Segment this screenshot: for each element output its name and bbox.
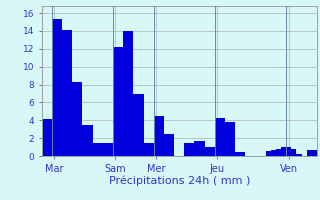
Bar: [52, 19, 57, 156]
Bar: [42, 118, 47, 156]
Bar: [230, 122, 235, 156]
Bar: [312, 150, 317, 156]
Bar: [72, 82, 77, 156]
Bar: [220, 118, 225, 156]
Bar: [87, 125, 92, 156]
Bar: [184, 143, 189, 156]
Bar: [92, 143, 98, 156]
Bar: [225, 122, 230, 156]
Bar: [139, 94, 144, 156]
Bar: [82, 125, 87, 156]
Bar: [62, 30, 67, 156]
Bar: [133, 94, 139, 156]
Bar: [159, 116, 164, 156]
Bar: [286, 147, 291, 156]
Bar: [98, 143, 103, 156]
Bar: [215, 118, 220, 156]
Bar: [164, 134, 169, 156]
Bar: [67, 30, 72, 156]
Bar: [118, 47, 123, 156]
Bar: [57, 19, 62, 156]
Bar: [271, 150, 276, 156]
Bar: [169, 134, 174, 156]
Bar: [108, 143, 113, 156]
Bar: [123, 31, 128, 156]
Bar: [148, 143, 154, 156]
Bar: [281, 147, 286, 156]
Bar: [47, 118, 52, 156]
Bar: [77, 82, 82, 156]
Bar: [113, 47, 118, 156]
Bar: [266, 151, 271, 156]
Bar: [235, 152, 240, 156]
Bar: [240, 152, 245, 156]
Bar: [128, 31, 133, 156]
Bar: [291, 149, 296, 156]
X-axis label: Précipitations 24h ( mm ): Précipitations 24h ( mm ): [108, 175, 250, 186]
Bar: [195, 141, 200, 156]
Bar: [307, 150, 312, 156]
Bar: [276, 149, 281, 156]
Bar: [210, 147, 215, 156]
Bar: [154, 116, 159, 156]
Bar: [189, 143, 195, 156]
Bar: [103, 143, 108, 156]
Bar: [296, 154, 301, 156]
Bar: [205, 147, 210, 156]
Bar: [144, 143, 148, 156]
Bar: [200, 141, 205, 156]
